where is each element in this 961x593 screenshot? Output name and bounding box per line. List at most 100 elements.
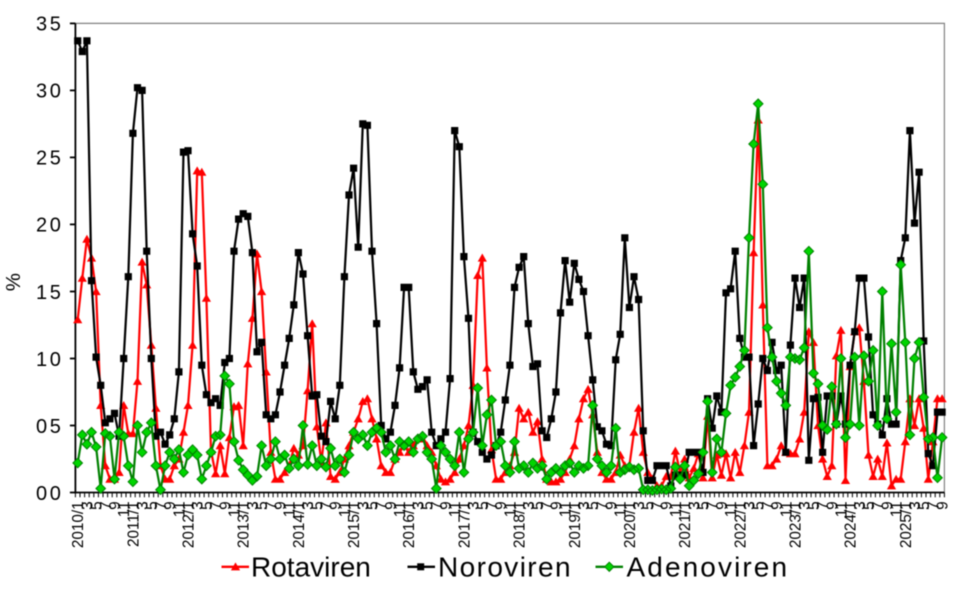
svg-text:2018/1: 2018/1	[512, 501, 529, 548]
svg-text:2020/1: 2020/1	[622, 501, 639, 548]
svg-text:2010/1: 2010/1	[70, 501, 87, 548]
svg-text:9: 9	[493, 501, 510, 510]
svg-text:25: 25	[36, 148, 63, 170]
svg-text:2019/1: 2019/1	[567, 501, 584, 548]
svg-text:9: 9	[438, 501, 455, 510]
svg-text:7: 7	[925, 501, 942, 510]
svg-text:9: 9	[714, 501, 731, 510]
svg-text:3: 3	[521, 501, 538, 510]
svg-text:Noroviren: Noroviren	[438, 552, 572, 583]
svg-text:%: %	[2, 273, 25, 291]
svg-text:9: 9	[217, 501, 234, 510]
svg-text:7: 7	[760, 501, 777, 510]
svg-text:11: 11	[392, 501, 409, 517]
svg-text:3: 3	[742, 501, 759, 510]
svg-text:9: 9	[769, 501, 786, 510]
svg-text:3: 3	[576, 501, 593, 510]
svg-text:9: 9	[383, 501, 400, 510]
svg-text:9: 9	[824, 501, 841, 510]
svg-text:7: 7	[815, 501, 832, 510]
svg-text:5: 5	[420, 501, 437, 510]
svg-text:11: 11	[171, 501, 188, 517]
svg-text:11: 11	[337, 501, 354, 517]
svg-text:3: 3	[135, 501, 152, 510]
svg-text:11: 11	[447, 501, 464, 517]
svg-text:3: 3	[79, 501, 96, 510]
svg-text:5: 5	[309, 501, 326, 510]
svg-text:05: 05	[36, 416, 63, 438]
svg-text:11: 11	[723, 501, 740, 517]
svg-text:7: 7	[153, 501, 170, 510]
svg-text:11: 11	[282, 501, 299, 517]
svg-text:11: 11	[558, 501, 575, 517]
svg-text:5: 5	[530, 501, 547, 510]
svg-text:3: 3	[355, 501, 372, 510]
svg-text:2017/1: 2017/1	[456, 501, 473, 548]
svg-text:3: 3	[686, 501, 703, 510]
svg-text:2011/1: 2011/1	[125, 501, 142, 547]
svg-text:7: 7	[208, 501, 225, 510]
svg-text:5: 5	[640, 501, 657, 510]
svg-text:5: 5	[806, 501, 823, 510]
svg-text:15: 15	[36, 282, 63, 304]
svg-text:11: 11	[778, 501, 795, 517]
svg-text:7: 7	[319, 501, 336, 510]
svg-text:7: 7	[374, 501, 391, 510]
svg-text:5: 5	[916, 501, 933, 510]
svg-text:7: 7	[98, 501, 115, 510]
svg-text:11: 11	[502, 501, 519, 517]
svg-text:11: 11	[833, 501, 850, 517]
svg-text:3: 3	[907, 501, 924, 510]
svg-text:35: 35	[36, 14, 63, 36]
svg-text:5: 5	[365, 501, 382, 510]
svg-text:2021/1: 2021/1	[677, 501, 694, 548]
svg-text:5: 5	[696, 501, 713, 510]
svg-text:9: 9	[659, 501, 676, 510]
svg-text:2016/1: 2016/1	[401, 501, 418, 548]
svg-text:2013/1: 2013/1	[236, 501, 253, 548]
svg-text:7: 7	[705, 501, 722, 510]
svg-text:7: 7	[870, 501, 887, 510]
svg-text:5: 5	[199, 501, 216, 510]
svg-text:3: 3	[410, 501, 427, 510]
svg-text:2023/1: 2023/1	[788, 501, 805, 548]
svg-text:2024/1: 2024/1	[843, 501, 860, 548]
svg-text:3: 3	[466, 501, 483, 510]
svg-text:9: 9	[107, 501, 124, 510]
svg-text:5: 5	[89, 501, 106, 510]
svg-text:2014/1: 2014/1	[291, 501, 308, 548]
svg-text:11: 11	[116, 501, 133, 517]
svg-text:3: 3	[852, 501, 869, 510]
svg-text:2012/1: 2012/1	[181, 501, 198, 548]
svg-text:5: 5	[475, 501, 492, 510]
svg-text:20: 20	[36, 215, 63, 237]
svg-text:9: 9	[935, 501, 952, 510]
svg-text:5: 5	[861, 501, 878, 510]
svg-text:11: 11	[227, 501, 244, 517]
svg-text:2025/1: 2025/1	[898, 501, 915, 548]
svg-text:2015/1: 2015/1	[346, 501, 363, 548]
svg-text:5: 5	[585, 501, 602, 510]
svg-text:3: 3	[797, 501, 814, 510]
svg-text:30: 30	[36, 81, 63, 103]
svg-text:9: 9	[548, 501, 565, 510]
svg-text:3: 3	[190, 501, 207, 510]
svg-text:9: 9	[273, 501, 290, 510]
svg-text:7: 7	[263, 501, 280, 510]
svg-text:3: 3	[300, 501, 317, 510]
svg-text:00: 00	[36, 483, 63, 505]
svg-text:9: 9	[328, 501, 345, 510]
svg-text:7: 7	[539, 501, 556, 510]
svg-text:9: 9	[604, 501, 621, 510]
svg-text:9: 9	[879, 501, 896, 510]
svg-text:5: 5	[254, 501, 271, 510]
svg-text:11: 11	[668, 501, 685, 517]
svg-text:5: 5	[751, 501, 768, 510]
svg-text:7: 7	[484, 501, 501, 510]
svg-text:5: 5	[144, 501, 161, 510]
svg-text:Rotaviren: Rotaviren	[251, 552, 371, 583]
svg-text:7: 7	[594, 501, 611, 510]
svg-text:7: 7	[429, 501, 446, 510]
svg-text:2022/1: 2022/1	[732, 501, 749, 548]
svg-text:9: 9	[162, 501, 179, 510]
